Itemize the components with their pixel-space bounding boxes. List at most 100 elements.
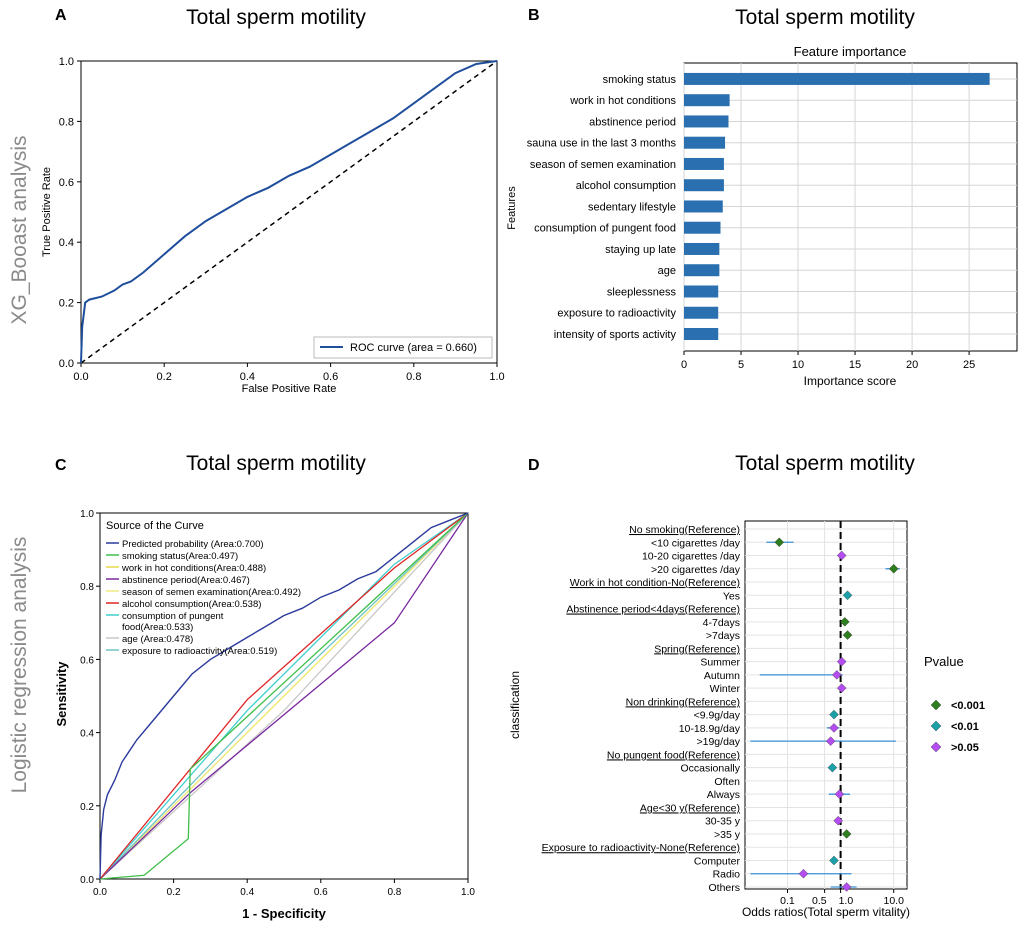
panel-c-curve (99, 512, 469, 880)
panel-b-category-label: work in hot conditions (569, 95, 676, 107)
panel-d-row-label: No pungent food(Reference) (607, 749, 740, 761)
panel-d-row-label: Age<30 y(Reference) (640, 802, 740, 814)
panel-d-row-label: Others (708, 882, 740, 894)
panel-d-or-marker (841, 829, 852, 839)
panel-c-ytick-label: 0.0 (80, 875, 94, 886)
panel-d-row-label: Occasionally (680, 763, 740, 775)
panel-c-xtick-label: 0.8 (387, 887, 401, 898)
panel-b-category-label: season of semen examination (530, 159, 676, 171)
panel-d-or-marker (834, 789, 845, 799)
panel-c-legend-label: abstinence period(Area:0.467) (122, 575, 250, 586)
panel-letter-c: C (55, 457, 67, 474)
panel-c-xtick-label: 1.0 (461, 887, 475, 898)
panel-d-row-label: Radio (713, 869, 741, 881)
panel-d-row-label: >35 y (714, 829, 741, 841)
panel-b-category-label: alcohol consumption (576, 180, 676, 192)
panel-c-ytick-label: 0.4 (80, 729, 94, 740)
panel-b-category-label: exposure to radioactivity (557, 308, 676, 320)
panel-a-ytick-label: 0.4 (59, 237, 74, 249)
panel-d-row-label: Winter (710, 683, 741, 695)
panel-a-ytick-label: 0.0 (59, 358, 74, 370)
panel-b-category-label: consumption of pungent food (534, 223, 676, 235)
panel-b-bar (684, 157, 724, 170)
panel-d-or-marker (836, 550, 847, 561)
panel-d-row-label: Summer (700, 657, 740, 669)
panel-a-roc-chart: 0.0 0.2 0.4 0.6 0.8 1.0 0.0 0.2 0.4 0.6 0.8 1.0 ROC… (41, 56, 505, 395)
panel-b-feature-importance-chart: Feature importance smoking status work in… (506, 44, 1018, 388)
panel-b-bar (684, 285, 719, 298)
panel-b-xtick-label: 20 (906, 359, 918, 371)
panel-d-row-label: >7days (706, 630, 740, 642)
panel-a-roc-curve (80, 60, 498, 364)
panel-b-category-label: sleeplessness (607, 286, 677, 298)
panel-a-xlabel: False Positive Rate (242, 383, 337, 395)
panel-letter-a: A (55, 7, 67, 24)
panel-d-row-label: 10-18.9g/day (679, 723, 741, 735)
panel-c-curve (99, 512, 469, 880)
panel-b-bar (684, 264, 720, 277)
panel-a-xtick-label: 0.2 (157, 371, 172, 383)
panel-letter-b: B (528, 7, 540, 24)
panel-a-legend-label: ROC curve (area = 0.660) (350, 342, 477, 354)
panel-b-plot-area (683, 62, 1018, 352)
panel-c-legend-label: work in hot conditions(Area:0.488) (121, 563, 266, 574)
panel-b-xtick-label: 15 (849, 359, 861, 371)
panel-c-ytick-label: 0.8 (80, 582, 94, 593)
panel-c-legend-label: consumption of pungent food(Area:0.533) (122, 611, 224, 633)
panel-d-or-marker (829, 709, 839, 720)
panel-d-row-label: Autumn (704, 670, 740, 682)
panel-d-or-marker (829, 855, 839, 866)
panel-d-row-label: Spring(Reference) (654, 643, 740, 655)
panel-d-or-marker (833, 815, 843, 826)
panel-d-row-label: Always (707, 789, 740, 801)
panel-c-legend-label: smoking status(Area:0.497) (122, 551, 238, 562)
panel-b-category-label: age (658, 265, 676, 277)
panel-b-category-label: staying up late (605, 244, 676, 256)
panel-d-or-marker (798, 868, 809, 879)
panel-d-row-label: >20 cigarettes /day (651, 564, 741, 576)
panel-c-xtick-label: 0.6 (314, 887, 328, 898)
panel-a-plot-area (80, 60, 498, 364)
panel-b-bar (684, 115, 729, 128)
panel-c-xlabel: 1 - Specificity (242, 906, 327, 921)
panel-d-row-label: Often (714, 776, 740, 788)
panel-c-ytick-label: 0.6 (80, 655, 94, 666)
panel-d-or-marker (840, 617, 850, 627)
panel-b-xtick-label: 10 (792, 359, 804, 371)
panel-b-bar (684, 136, 726, 149)
panel-b-category-label: smoking status (603, 74, 677, 86)
panel-b-bar (684, 94, 730, 107)
panel-d-or-marker (888, 563, 899, 574)
panel-b-bar (684, 242, 720, 255)
panel-d-or-marker (842, 630, 853, 640)
panel-b-bar (684, 200, 723, 213)
panel-d-row-label: Non drinking(Reference) (626, 696, 740, 708)
panel-c-curve (99, 512, 469, 880)
panel-a-ylabel: True Positive Rate (41, 167, 53, 257)
panel-c-curve (99, 512, 469, 880)
panel-c-legend-label: age (Area:0.478) (122, 634, 193, 645)
row-label-xgboost: XG_Booast analysis (8, 135, 31, 324)
panel-c-curve (99, 512, 469, 880)
panel-c-curve (99, 512, 469, 880)
panel-b-xlabel: Importance score (804, 374, 897, 388)
panel-d-legend-marker (930, 699, 942, 711)
panel-d-or-marker (825, 736, 836, 746)
panel-d-row-label: Work in hot condition-No(Reference) (570, 577, 740, 589)
panel-d-legend-marker (930, 720, 942, 732)
panel-a-xtick-label: 1.0 (489, 371, 504, 383)
panel-d-xlabel: Odds ratios(Total sperm vitality) (742, 905, 910, 919)
panel-d-ylabel: classification (508, 671, 522, 739)
panel-b-category-label: intensity of sports activity (554, 329, 677, 341)
panel-c-legend-label: season of semen examination(Area:0.492) (122, 587, 301, 598)
panel-d-row-label: <10 cigarettes /day (651, 537, 741, 549)
panel-b-category-label: sauna use in the last 3 months (527, 138, 677, 150)
panel-d-row-label: >19g/day (697, 736, 741, 748)
panel-c-legend-title: Source of the Curve (106, 520, 204, 532)
panel-c-legend-label: alcohol consumption(Area:0.538) (122, 599, 261, 610)
panel-d-legend-label: <0.001 (951, 700, 985, 712)
panel-c-legend-label: exposure to radioactivity(Area:0.519) (122, 646, 277, 657)
panel-b-bar (684, 306, 719, 319)
panel-a-xtick-label: 0.6 (323, 371, 338, 383)
panel-d-legend-label: >0.05 (951, 742, 979, 754)
